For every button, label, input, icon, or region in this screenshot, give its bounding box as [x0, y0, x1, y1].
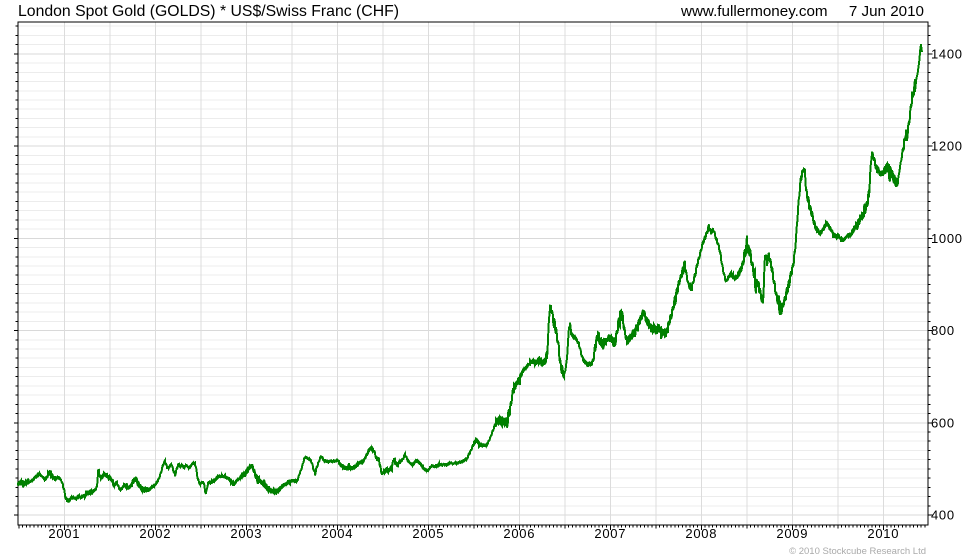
svg-text:2003: 2003	[230, 526, 262, 541]
svg-text:2004: 2004	[321, 526, 353, 541]
svg-text:600: 600	[931, 415, 955, 430]
svg-text:London Spot Gold (GOLDS) * US$: London Spot Gold (GOLDS) * US$/Swiss Fra…	[18, 3, 399, 20]
svg-text:2002: 2002	[139, 526, 171, 541]
svg-text:2001: 2001	[48, 526, 80, 541]
svg-text:800: 800	[931, 323, 955, 338]
svg-text:7 Jun 2010: 7 Jun 2010	[849, 3, 924, 20]
svg-text:2008: 2008	[685, 526, 717, 541]
svg-text:1000: 1000	[931, 231, 963, 246]
svg-text:2010: 2010	[867, 526, 899, 541]
svg-text:© 2010 Stockcube Research Ltd: © 2010 Stockcube Research Ltd	[789, 546, 926, 557]
svg-text:400: 400	[931, 508, 955, 523]
svg-text:www.fullermoney.com: www.fullermoney.com	[680, 3, 828, 20]
svg-text:1400: 1400	[931, 46, 963, 61]
svg-text:2005: 2005	[412, 526, 444, 541]
svg-text:2009: 2009	[776, 526, 808, 541]
svg-text:2006: 2006	[503, 526, 535, 541]
svg-text:2007: 2007	[594, 526, 626, 541]
svg-text:1200: 1200	[931, 139, 963, 154]
